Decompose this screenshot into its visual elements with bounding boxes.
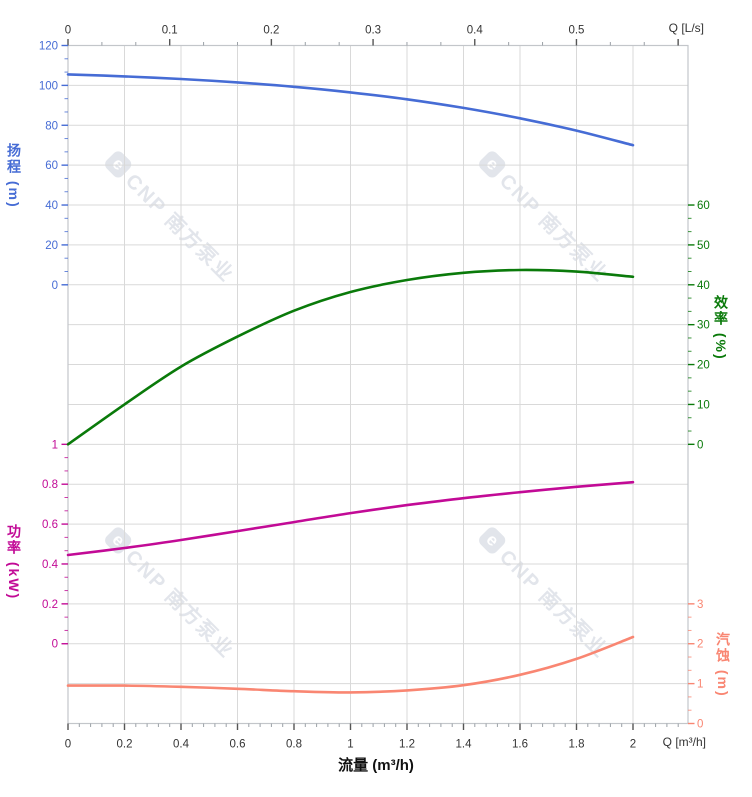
svg-text:0.5: 0.5 — [568, 25, 584, 37]
curve-eff — [66, 268, 635, 446]
curve-power — [66, 480, 635, 557]
npsh-axis-ticks: 3 2 1 0 — [688, 599, 703, 731]
eff-axis-ticks: 60 50 40 30 20 10 0 — [688, 200, 710, 451]
svg-text:0: 0 — [65, 25, 71, 37]
svg-text:0: 0 — [697, 719, 703, 731]
svg-text:60: 60 — [697, 200, 710, 212]
flow-axis-title: 流量 (m³/h) — [338, 757, 414, 774]
power-axis-title: 功率 (kW) — [6, 524, 22, 601]
svg-text:0.2: 0.2 — [42, 599, 58, 611]
svg-text:10: 10 — [697, 399, 710, 411]
svg-text:1.6: 1.6 — [512, 739, 528, 751]
svg-text:1: 1 — [52, 439, 58, 451]
svg-text:1: 1 — [697, 679, 703, 691]
svg-text:0.3: 0.3 — [365, 25, 381, 37]
npsh-axis-title: 汽蚀 (m) — [715, 632, 731, 698]
head-axis-ticks: 120 100 80 60 40 20 0 — [39, 41, 68, 292]
svg-text:1.2: 1.2 — [399, 739, 415, 751]
grid-lines — [67, 44, 689, 725]
svg-text:1.8: 1.8 — [569, 739, 585, 751]
svg-text:3: 3 — [697, 599, 703, 611]
svg-text:60: 60 — [45, 160, 58, 172]
curve-head — [66, 73, 635, 147]
svg-text:20: 20 — [697, 360, 710, 372]
svg-text:1.4: 1.4 — [456, 739, 473, 751]
svg-text:2: 2 — [697, 639, 703, 651]
svg-text:80: 80 — [45, 120, 58, 132]
svg-text:0.2: 0.2 — [117, 739, 133, 751]
svg-text:0.4: 0.4 — [467, 25, 484, 37]
svg-text:100: 100 — [39, 80, 58, 92]
power-axis-ticks: 1 0.8 0.6 0.4 0.2 0 — [42, 439, 68, 651]
svg-text:20: 20 — [45, 240, 58, 252]
svg-text:0: 0 — [52, 639, 58, 651]
bottom-axis-unit-label: Q [m³/h] — [662, 735, 706, 749]
svg-text:40: 40 — [697, 280, 710, 292]
svg-text:0.8: 0.8 — [42, 479, 58, 491]
svg-text:40: 40 — [45, 200, 58, 212]
svg-text:0.4: 0.4 — [173, 739, 190, 751]
curve-npsh — [66, 635, 635, 694]
head-axis-title: 扬程 (m) — [6, 143, 22, 209]
efficiency-axis-title: 效率 (%) — [713, 295, 729, 361]
svg-text:0: 0 — [697, 439, 703, 451]
svg-text:0: 0 — [52, 280, 58, 292]
svg-text:50: 50 — [697, 240, 710, 252]
top-axis-unit-label: Q [L/s] — [668, 21, 704, 35]
svg-text:0.6: 0.6 — [42, 519, 58, 531]
svg-text:0.2: 0.2 — [263, 25, 279, 37]
svg-text:120: 120 — [39, 41, 58, 53]
svg-text:0: 0 — [65, 739, 71, 751]
svg-text:0.6: 0.6 — [230, 739, 246, 751]
svg-text:30: 30 — [697, 320, 710, 332]
svg-text:2: 2 — [630, 739, 636, 751]
svg-text:0.4: 0.4 — [42, 559, 59, 571]
svg-text:0.1: 0.1 — [162, 25, 178, 37]
svg-text:1: 1 — [347, 739, 353, 751]
bottom-axis-ticks: 0 0.2 0.4 0.6 0.8 1 1.2 1.4 1.6 1.8 2 — [65, 723, 679, 751]
top-axis-ticks: 0 0.1 0.2 0.3 0.4 0.5 — [65, 25, 679, 46]
svg-text:0.8: 0.8 — [286, 739, 302, 751]
